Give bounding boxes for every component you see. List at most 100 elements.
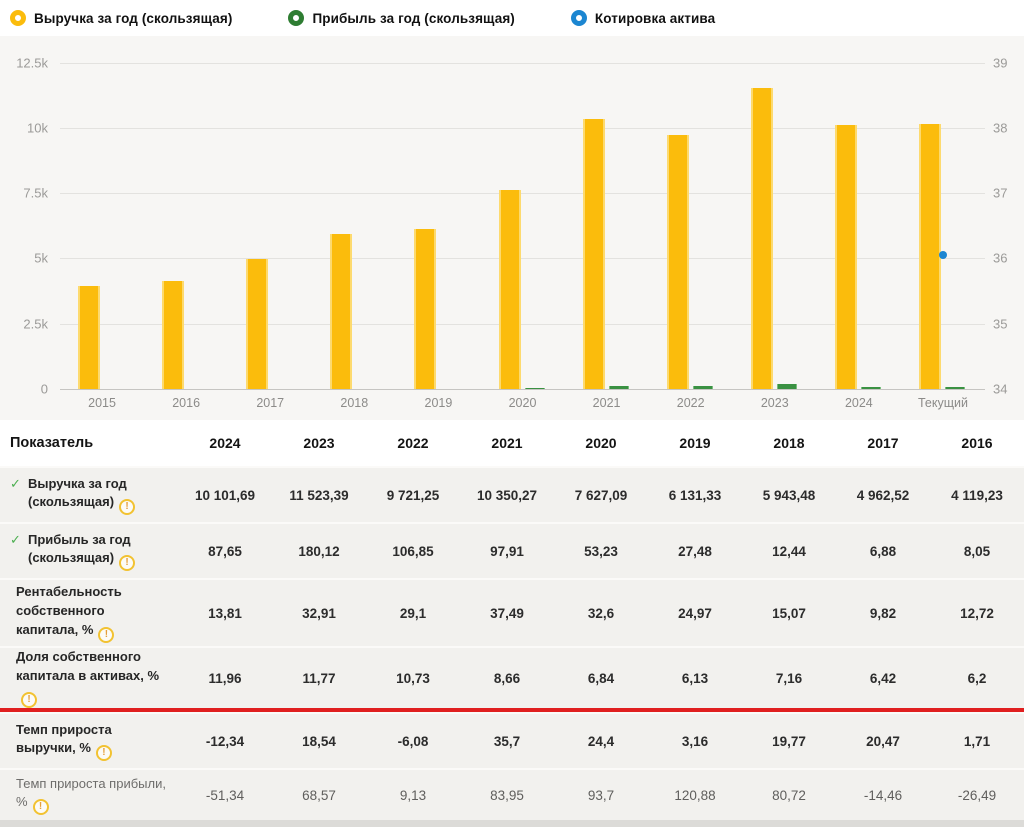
info-icon[interactable]: ! — [119, 499, 136, 516]
table-header-year: 2022 — [397, 435, 429, 451]
table-cell-value: 53,23 — [584, 543, 618, 559]
info-icon[interactable]: ! — [98, 626, 115, 643]
revenue-bar — [498, 189, 521, 389]
table-row: Темп прироста выручки, %! -12,34 18,54 -6,0… — [0, 712, 1024, 768]
y-axis-left-tick-label: 12.5k — [16, 55, 48, 70]
table-cell-value: 6,88 — [869, 543, 897, 559]
table-cell-value: 6,2 — [967, 670, 987, 686]
x-axis-tick-label: 2017 — [256, 396, 285, 410]
table-cell-value: 7 627,09 — [574, 487, 628, 503]
row-label-cell: Темп прироста выручки, %! — [0, 721, 178, 762]
profit-bar — [524, 387, 545, 389]
info-icon[interactable]: ! — [119, 555, 136, 572]
revenue-bar — [834, 125, 857, 389]
table-cell-value: 83,95 — [490, 787, 524, 803]
table-header-year: 2018 — [773, 435, 805, 451]
bottom-strip — [0, 820, 1024, 827]
table-cell-value: 180,12 — [298, 543, 340, 559]
table-cell-value: 6,42 — [869, 670, 897, 686]
info-icon[interactable]: ! — [32, 799, 49, 816]
table-cell-value: 6,13 — [681, 670, 709, 686]
quote-point — [938, 251, 947, 260]
row-label-cell: Доля собственного капитала в активах, %! — [0, 648, 178, 708]
legend-label-quote: Котировка актива — [594, 10, 716, 26]
y-axis-right-tick-label: 37 — [993, 185, 1008, 201]
check-icon: ✓ — [10, 475, 21, 491]
row-label: Выручка за год (скользящая)! — [28, 475, 178, 516]
table-cell-value: 37,49 — [490, 605, 524, 621]
table-cell-value: -14,46 — [863, 787, 903, 803]
table-cell-value: 18,54 — [302, 733, 336, 749]
legend-item-profit[interactable]: Прибыль за год (скользящая) — [288, 10, 515, 26]
gridline — [60, 389, 985, 390]
y-axis-right-tick-label: 36 — [993, 250, 1008, 266]
table-cell-value: 32,6 — [587, 605, 615, 621]
table-cell-value: 13,81 — [208, 605, 242, 621]
table-cell-value: 8,05 — [963, 543, 991, 559]
table-cell-value: 24,97 — [678, 605, 712, 621]
table-row: Рентабельность собственного капитала, %!… — [0, 578, 1024, 646]
x-axis-tick-label: 2022 — [676, 396, 705, 410]
row-label: Прибыль за год (скользящая)! — [28, 531, 178, 572]
row-label: Доля собственного капитала в активах, %! — [16, 648, 166, 708]
row-label-cell: ✓ Прибыль за год (скользящая)! — [0, 531, 178, 572]
table-cell-value: 24,4 — [587, 733, 615, 749]
table-cell-value: 8,66 — [493, 670, 521, 686]
legend-item-quote[interactable]: Котировка актива — [570, 10, 716, 26]
x-axis-tick-label: 2024 — [844, 396, 873, 410]
table-cell-value: 1,71 — [963, 733, 991, 749]
x-axis-tick-label: 2021 — [592, 396, 621, 410]
table-header-year: 2021 — [491, 435, 523, 451]
x-axis-tick-label: 2016 — [172, 396, 201, 410]
y-axis-right-tick-label: 39 — [993, 55, 1008, 70]
table-cell-value: 3,16 — [681, 733, 709, 749]
y-axis-left-tick-label: 5k — [34, 250, 48, 266]
table-cell-value: -6,08 — [397, 733, 429, 749]
revenue-bar — [78, 285, 101, 389]
table-cell-value: 5 943,48 — [762, 487, 816, 503]
table-cell-value: -12,34 — [205, 733, 245, 749]
row-label: Рентабельность собственного капитала, %! — [16, 583, 166, 643]
table-header-year: 2024 — [209, 435, 241, 451]
table-header-year: 2017 — [867, 435, 899, 451]
table-cell-value: 12,72 — [960, 605, 994, 621]
table-cell-value: 10 350,27 — [476, 487, 538, 503]
indicators-table: Показатель 2024 2023 2022 2021 2020 2019 2018 20… — [0, 420, 1024, 827]
table-cell-value: 20,47 — [866, 733, 900, 749]
table-cell-value: 9 721,25 — [386, 487, 440, 503]
table-row: Доля собственного капитала в активах, %!… — [0, 646, 1024, 708]
profit-bar — [776, 384, 797, 389]
table-cell-value: 97,91 — [490, 543, 524, 559]
revenue-bar — [666, 135, 689, 389]
row-label-cell: ✓ Выручка за год (скользящая)! — [0, 475, 178, 516]
profit-bar — [692, 386, 713, 389]
gridline — [60, 62, 985, 64]
info-icon[interactable]: ! — [21, 691, 37, 708]
y-axis-left-tick-label: 0 — [40, 381, 48, 397]
table-row: Темп прироста прибыли, %! -51,34 68,57 9,13… — [0, 768, 1024, 820]
table-cell-value: 10 101,69 — [194, 487, 256, 503]
legend-label-profit: Прибыль за год (скользящая) — [312, 10, 515, 26]
table-header-year: 2020 — [585, 435, 617, 451]
table-cell-value: 35,7 — [493, 733, 521, 749]
chart-legend: Выручка за год (скользящая) Прибыль за г… — [0, 0, 1024, 36]
x-axis-tick-label: Текущий — [917, 396, 968, 410]
x-axis-tick-label: 2020 — [508, 396, 537, 410]
gridline — [60, 193, 985, 195]
table-cell-value: 106,85 — [392, 543, 434, 559]
info-icon[interactable]: ! — [95, 745, 112, 762]
quote-series-icon — [570, 10, 587, 26]
y-axis-left-tick-label: 10k — [27, 120, 48, 136]
legend-item-revenue[interactable]: Выручка за год (скользящая) — [10, 10, 232, 26]
table-header-indicator: Показатель — [10, 435, 94, 451]
revenue-bar — [330, 233, 353, 389]
y-axis-right-tick-label: 35 — [993, 316, 1008, 332]
table-cell-value: 11,77 — [302, 670, 336, 686]
check-icon: ✓ — [10, 531, 21, 547]
table-cell-value: 27,48 — [678, 543, 712, 559]
profit-bar — [944, 386, 965, 389]
y-axis-right-tick-label: 34 — [993, 381, 1008, 397]
table-cell-value: 29,1 — [399, 605, 427, 621]
table-cell-value: 87,65 — [208, 543, 242, 559]
